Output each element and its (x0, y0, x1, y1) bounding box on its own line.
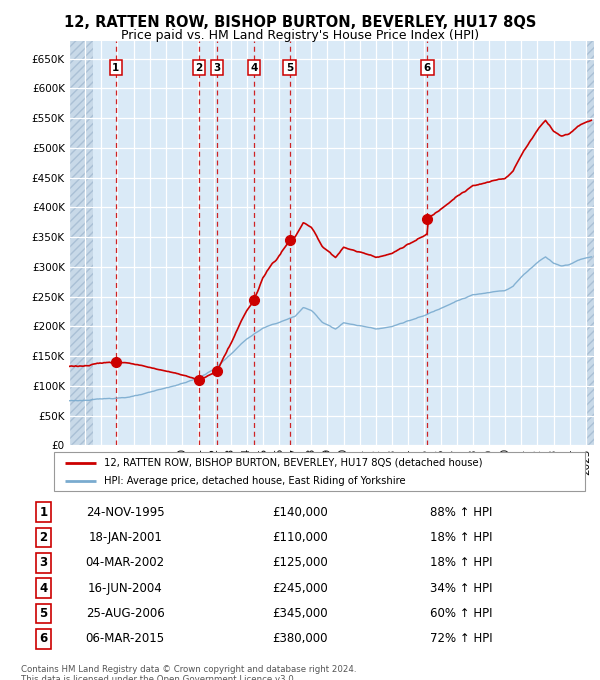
Text: 60% ↑ HPI: 60% ↑ HPI (430, 607, 492, 620)
Text: 04-MAR-2002: 04-MAR-2002 (86, 556, 165, 569)
Text: 72% ↑ HPI: 72% ↑ HPI (430, 632, 493, 645)
Text: 4: 4 (39, 581, 47, 595)
Text: 18-JAN-2001: 18-JAN-2001 (88, 531, 162, 544)
Text: £110,000: £110,000 (272, 531, 328, 544)
Text: 18% ↑ HPI: 18% ↑ HPI (430, 556, 492, 569)
Text: £125,000: £125,000 (272, 556, 328, 569)
Text: 6: 6 (424, 63, 431, 73)
Text: 5: 5 (39, 607, 47, 620)
FancyBboxPatch shape (54, 452, 585, 491)
Text: Contains HM Land Registry data © Crown copyright and database right 2024.
This d: Contains HM Land Registry data © Crown c… (21, 665, 356, 680)
Text: 6: 6 (39, 632, 47, 645)
Text: Price paid vs. HM Land Registry's House Price Index (HPI): Price paid vs. HM Land Registry's House … (121, 29, 479, 41)
Text: £245,000: £245,000 (272, 581, 328, 595)
Text: 88% ↑ HPI: 88% ↑ HPI (430, 506, 492, 519)
Text: 3: 3 (40, 556, 47, 569)
Text: £345,000: £345,000 (272, 607, 328, 620)
Text: 12, RATTEN ROW, BISHOP BURTON, BEVERLEY, HU17 8QS: 12, RATTEN ROW, BISHOP BURTON, BEVERLEY,… (64, 15, 536, 30)
Text: £380,000: £380,000 (272, 632, 328, 645)
Text: 3: 3 (214, 63, 221, 73)
Text: 16-JUN-2004: 16-JUN-2004 (88, 581, 163, 595)
Text: 24-NOV-1995: 24-NOV-1995 (86, 506, 164, 519)
Text: 5: 5 (286, 63, 293, 73)
Text: 1: 1 (40, 506, 47, 519)
Text: HPI: Average price, detached house, East Riding of Yorkshire: HPI: Average price, detached house, East… (104, 476, 406, 486)
Bar (69, 41, 93, 445)
Text: 2: 2 (196, 63, 203, 73)
Text: 06-MAR-2015: 06-MAR-2015 (86, 632, 165, 645)
Text: 34% ↑ HPI: 34% ↑ HPI (430, 581, 492, 595)
Text: 18% ↑ HPI: 18% ↑ HPI (430, 531, 492, 544)
Text: 2: 2 (40, 531, 47, 544)
Text: 12, RATTEN ROW, BISHOP BURTON, BEVERLEY, HU17 8QS (detached house): 12, RATTEN ROW, BISHOP BURTON, BEVERLEY,… (104, 458, 483, 468)
Text: 1: 1 (112, 63, 119, 73)
Bar (586, 41, 594, 445)
Text: £140,000: £140,000 (272, 506, 328, 519)
Text: 25-AUG-2006: 25-AUG-2006 (86, 607, 164, 620)
Text: 4: 4 (250, 63, 258, 73)
